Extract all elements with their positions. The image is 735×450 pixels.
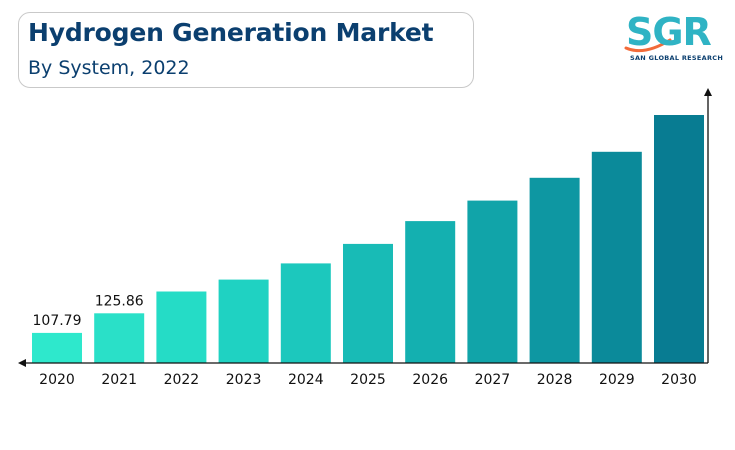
company-logo: SGR SAN GLOBAL RESEARCH [624, 10, 724, 66]
x-tick-label: 2020 [39, 372, 75, 388]
x-tick-label: 2022 [164, 372, 200, 388]
chart-title: Hydrogen Generation Market [28, 18, 434, 47]
axes-layer [18, 88, 712, 367]
x-tick-label: 2026 [412, 372, 448, 388]
x-tick-label: 2021 [101, 372, 137, 388]
bar-2024 [280, 263, 331, 363]
bar-2027 [467, 200, 518, 363]
logo-swoosh-icon [624, 38, 672, 53]
bar-2023 [218, 279, 269, 363]
data-label: 125.86 [95, 293, 144, 309]
labels-layer: 2020 107.79 2021 125.86 2022 2023 2024 2025 2026… [33, 293, 697, 388]
logo-tagline: SAN GLOBAL RESEARCH [630, 54, 724, 62]
bar-2020 [32, 332, 82, 363]
chart-subtitle: By System, 2022 [28, 57, 190, 79]
x-tick-label: 2029 [599, 372, 635, 388]
x-tick-label: 2030 [661, 372, 697, 388]
bars-layer [32, 115, 704, 363]
x-tick-label: 2028 [537, 372, 573, 388]
bar-2022 [156, 291, 207, 363]
bar-2028 [529, 177, 580, 363]
data-label: 107.79 [33, 313, 82, 329]
bar-2030 [654, 115, 704, 363]
bar-2021 [94, 313, 145, 363]
bar-2029 [591, 151, 642, 363]
x-tick-label: 2025 [350, 372, 386, 388]
bar-2025 [343, 243, 393, 363]
logo-wordmark: SGR [626, 10, 712, 54]
x-tick-label: 2024 [288, 372, 324, 388]
title-box: Hydrogen Generation Market By System, 20… [18, 12, 474, 88]
x-tick-label: 2027 [475, 372, 511, 388]
y-axis-arrow-icon [704, 88, 712, 96]
bar-2026 [405, 221, 456, 363]
x-axis-arrow-icon [18, 359, 26, 367]
x-tick-label: 2023 [226, 372, 262, 388]
